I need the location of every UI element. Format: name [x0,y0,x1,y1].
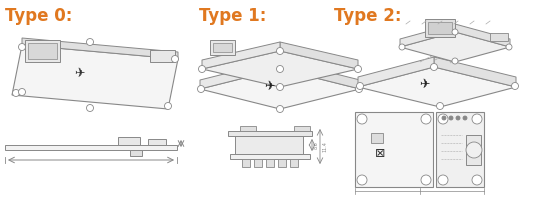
Bar [118,137,140,145]
Circle shape [199,66,206,72]
Circle shape [466,142,482,158]
Polygon shape [280,60,360,89]
Text: Type 1:: Type 1: [199,7,266,25]
Circle shape [197,85,204,92]
Circle shape [421,175,431,185]
Bar [466,135,481,165]
Bar [242,159,250,167]
Bar [230,154,310,159]
Circle shape [356,85,363,92]
Polygon shape [12,45,178,109]
Circle shape [277,48,284,54]
Circle shape [87,38,94,46]
Circle shape [165,102,172,110]
Circle shape [463,116,467,120]
Polygon shape [434,57,516,87]
Circle shape [438,175,448,185]
Text: Type 2:: Type 2: [334,7,401,25]
Circle shape [472,114,482,124]
Bar [290,159,298,167]
Circle shape [87,105,94,112]
Circle shape [472,175,482,185]
Circle shape [506,44,512,50]
Bar [130,150,142,156]
Bar [28,43,57,59]
Text: Type 0:: Type 0: [5,7,73,25]
Text: ⊠: ⊠ [375,147,386,160]
Circle shape [438,114,448,124]
Circle shape [357,114,367,124]
Text: 11.4: 11.4 [322,141,327,152]
Circle shape [399,44,405,50]
Bar [355,112,433,187]
Polygon shape [202,42,280,69]
Bar [371,133,383,143]
Circle shape [456,116,460,120]
Circle shape [452,29,458,35]
Circle shape [421,114,431,124]
Circle shape [18,43,25,51]
Circle shape [277,66,284,72]
Circle shape [277,84,284,90]
Polygon shape [22,38,178,59]
Bar [254,159,262,167]
Circle shape [355,66,362,72]
Bar [148,139,166,145]
Circle shape [12,89,19,97]
Circle shape [512,82,519,89]
Text: ✈: ✈ [75,67,85,81]
Text: ✈: ✈ [420,79,430,92]
Circle shape [442,116,446,120]
Polygon shape [358,67,516,107]
Bar [213,43,232,52]
Polygon shape [358,57,434,87]
Bar [436,112,484,187]
Bar [235,136,303,154]
Text: ✈: ✈ [265,81,275,94]
Bar [150,50,175,62]
Bar [428,22,452,34]
Polygon shape [200,60,280,89]
Circle shape [357,82,364,89]
Bar [210,40,235,55]
Circle shape [449,116,453,120]
Bar [278,159,286,167]
Circle shape [430,64,437,71]
Polygon shape [280,42,358,69]
Bar [25,40,60,62]
Polygon shape [202,51,358,87]
Circle shape [172,56,179,62]
Bar [228,131,312,136]
Circle shape [436,102,443,110]
Polygon shape [200,69,360,109]
Bar [5,145,177,150]
Bar [266,159,274,167]
Bar [240,126,256,131]
Bar [294,126,310,131]
Polygon shape [400,24,455,47]
Circle shape [357,175,367,185]
Bar [490,33,508,41]
Circle shape [277,105,284,112]
Polygon shape [455,24,510,47]
Polygon shape [400,32,510,62]
Text: 8.6: 8.6 [314,141,319,149]
Bar [425,19,455,37]
Circle shape [452,58,458,64]
Circle shape [18,89,25,95]
